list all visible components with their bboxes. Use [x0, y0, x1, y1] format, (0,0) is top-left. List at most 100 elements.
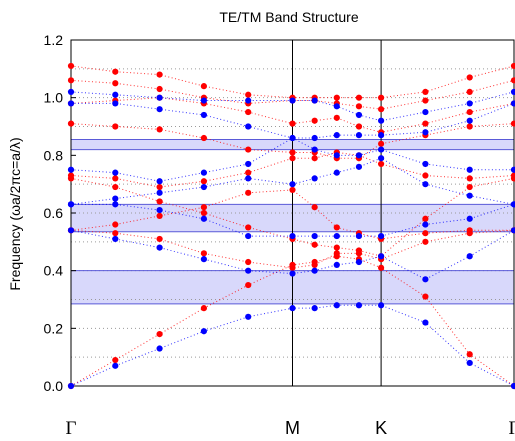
data-point-tm	[355, 152, 363, 159]
data-point-te	[156, 126, 163, 133]
data-point-tm	[510, 166, 515, 173]
x-symmetry-label: K	[375, 418, 387, 438]
data-point-te	[245, 224, 252, 231]
data-point-te	[466, 183, 473, 191]
data-point-te	[378, 94, 385, 101]
data-point-te	[289, 264, 296, 271]
data-point-te	[466, 351, 473, 358]
data-point-tm	[466, 192, 473, 199]
data-point-tm	[510, 382, 515, 390]
data-point-te	[422, 238, 429, 245]
data-point-tm	[200, 97, 207, 104]
data-point-te	[510, 77, 515, 84]
data-point-te	[200, 204, 207, 211]
data-point-te	[510, 172, 515, 179]
data-point-te	[355, 103, 363, 110]
data-point-tm	[289, 97, 296, 104]
data-point-te	[422, 120, 429, 127]
data-point-te	[112, 183, 119, 191]
data-point-tm	[112, 169, 119, 176]
data-point-te	[422, 293, 429, 300]
y-tick-label: 0.4	[44, 263, 64, 279]
data-point-te	[156, 71, 163, 78]
data-point-tm	[245, 267, 252, 274]
data-point-tm	[333, 152, 340, 159]
data-point-tm	[510, 88, 515, 95]
data-point-tm	[311, 134, 318, 142]
data-point-tm	[378, 132, 385, 139]
data-point-te	[200, 83, 207, 90]
data-point-tm	[378, 117, 385, 124]
data-point-te	[156, 198, 163, 205]
data-point-tm	[289, 305, 296, 312]
data-point-tm	[355, 302, 363, 309]
data-point-tm	[289, 232, 296, 240]
data-point-tm	[466, 359, 473, 367]
chart-title: TE/TM Band Structure	[219, 9, 358, 25]
data-point-tm	[200, 169, 207, 176]
data-point-te	[311, 117, 318, 124]
data-point-tm	[466, 215, 473, 222]
data-point-tm	[156, 345, 163, 352]
data-point-te	[112, 221, 119, 228]
data-point-tm	[466, 100, 473, 107]
data-point-tm	[156, 244, 163, 251]
data-point-te	[245, 108, 252, 116]
data-point-te	[200, 134, 207, 142]
data-point-te	[333, 94, 340, 101]
data-point-tm	[112, 201, 119, 208]
data-point-te	[245, 169, 252, 176]
data-point-tm	[333, 103, 340, 110]
data-point-tm	[67, 88, 75, 95]
data-point-tm	[355, 258, 363, 266]
data-point-tm	[510, 227, 515, 234]
x-symmetry-label: Γ	[66, 418, 77, 439]
data-point-te	[245, 281, 252, 289]
data-point-te	[200, 250, 207, 257]
data-point-tm	[378, 302, 385, 309]
data-point-tm	[200, 256, 207, 263]
data-point-te	[156, 235, 163, 243]
data-point-te	[378, 264, 385, 271]
data-point-te	[112, 356, 119, 364]
data-point-te	[156, 212, 163, 219]
x-symmetry-label: M	[285, 418, 300, 438]
data-point-te	[355, 247, 363, 254]
data-point-tm	[200, 111, 207, 119]
data-point-te	[466, 108, 473, 116]
data-point-tm	[112, 235, 119, 243]
data-point-tm	[289, 134, 296, 142]
data-point-tm	[422, 129, 429, 136]
data-point-tm	[311, 232, 318, 240]
data-point-te	[289, 149, 296, 156]
data-point-tm	[378, 232, 385, 240]
data-point-te	[112, 175, 119, 182]
data-point-tm	[67, 100, 75, 107]
y-tick-label: 0.2	[44, 320, 64, 336]
data-point-tm	[466, 253, 473, 260]
data-point-te	[311, 261, 318, 268]
data-point-te	[67, 62, 75, 70]
data-point-tm	[200, 215, 207, 222]
data-point-te	[311, 241, 318, 248]
data-point-tm	[156, 207, 163, 214]
data-point-tm	[422, 160, 429, 168]
data-point-te	[378, 140, 385, 147]
data-point-tm	[355, 132, 363, 139]
y-tick-label: 1.2	[44, 32, 64, 48]
y-tick-label: 0.6	[44, 205, 64, 221]
y-tick-label: 0.8	[44, 147, 64, 163]
data-point-tm	[378, 253, 385, 260]
data-point-tm	[245, 97, 252, 104]
data-point-te	[466, 88, 473, 95]
data-point-tm	[289, 181, 296, 188]
data-point-tm	[156, 94, 163, 101]
data-point-tm	[67, 227, 75, 234]
data-point-te	[156, 183, 163, 191]
data-point-te	[466, 74, 473, 81]
data-point-te	[112, 68, 119, 75]
data-point-te	[112, 123, 119, 130]
data-point-te	[422, 88, 429, 95]
data-point-tm	[378, 155, 385, 162]
data-point-te	[200, 178, 207, 185]
